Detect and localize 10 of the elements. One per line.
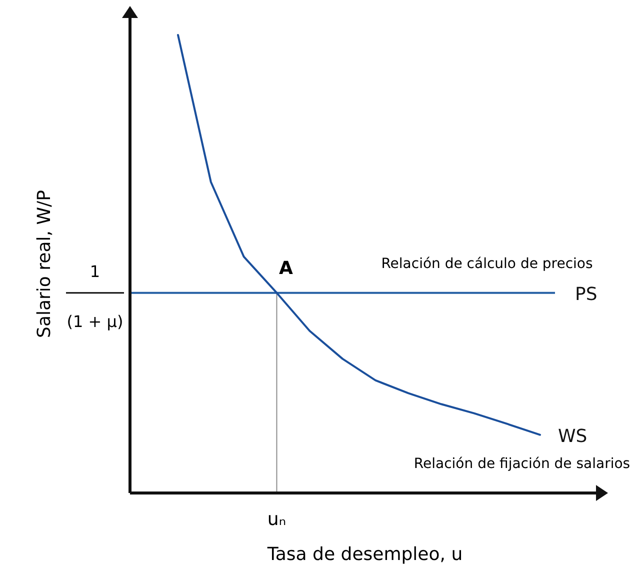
x-axis-title: Tasa de desempleo, u <box>266 544 463 565</box>
text: (1 + μ) <box>66 312 124 331</box>
annotation: Relación de fijación de salarios <box>414 456 630 472</box>
text: 1 <box>90 262 100 281</box>
ref-line-label: PS <box>575 284 598 305</box>
text: uₙ <box>267 509 286 530</box>
y-axis-title: Salario real, W/P <box>34 190 55 338</box>
annotation: Relación de cálculo de precios <box>381 256 593 272</box>
series-label: WS <box>558 426 588 447</box>
annotation: A <box>279 258 294 279</box>
